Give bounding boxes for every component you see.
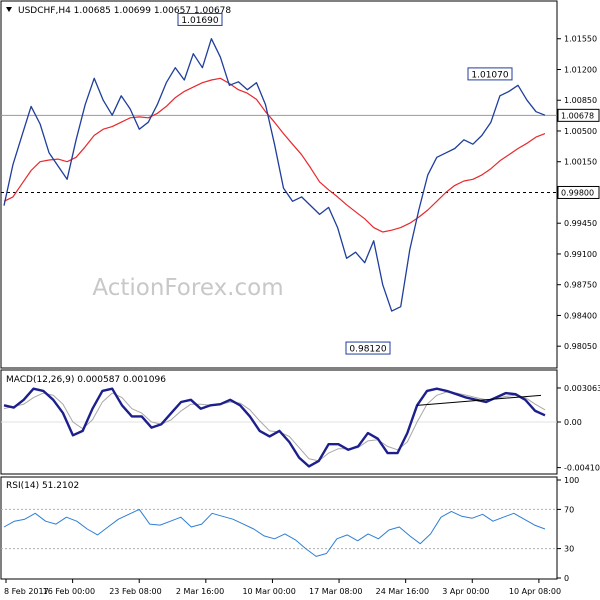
price-callout-text: 0.98120	[349, 345, 386, 355]
macd-yticks: 0.003063 0.00 -0.004104	[557, 384, 600, 473]
x-tick-label: 17 Mar 08:00	[309, 587, 362, 596]
price-ytick-label: 1.00850	[564, 96, 597, 105]
macd-ytick-label: 0.00	[564, 418, 582, 427]
price-ytick-label: 1.01200	[564, 65, 597, 74]
price-line	[3, 38, 546, 312]
x-tick-label: 8 Feb 2017	[4, 587, 49, 596]
price-ytick-label: 0.99450	[564, 219, 597, 228]
price-ytick-label: 1.00150	[564, 158, 597, 167]
macd-ytick-label: 0.003063	[564, 384, 600, 393]
price-callout-text: 1.01070	[471, 70, 508, 80]
rsi-levels	[1, 508, 557, 550]
moving-average-line	[3, 77, 546, 233]
macd-line	[3, 387, 546, 468]
price-callouts: 1.01690 1.01070 0.98120	[177, 12, 513, 355]
price-right-labels: 1.00678 0.99800	[557, 108, 600, 199]
rsi-yticks: 100 70 30 0	[557, 476, 579, 583]
rsi-ytick-label: 0	[564, 574, 569, 583]
macd-ytick-label: -0.004104	[564, 464, 600, 473]
price-callout-box	[345, 341, 391, 355]
rsi-line	[3, 508, 546, 557]
current-price-label-box	[557, 108, 600, 122]
price-panel-title: USDCHF,H4 1.00685 1.00699 1.00657 1.0067…	[18, 6, 231, 16]
rsi-panel-title: RSI(14) 51.2102	[6, 481, 79, 491]
x-tick-label: 3 Apr 00:00	[442, 587, 489, 596]
price-callout-box	[177, 12, 223, 26]
rsi-ytick-label: 100	[564, 476, 579, 485]
price-ytick-label: 0.99100	[564, 250, 597, 259]
macd-divergence-trendline	[417, 394, 542, 406]
price-yticks: 1.01550 1.01200 1.00850 1.00500 1.00150 0.994…	[557, 35, 597, 351]
price-ytick-label: 1.01550	[564, 35, 597, 44]
price-ytick-label: 0.98750	[564, 281, 597, 290]
x-tick-label: 10 Apr 08:00	[509, 587, 561, 596]
rsi-series	[3, 508, 546, 557]
x-tick-label: 2 Mar 16:00	[176, 587, 224, 596]
x-tick-label: 16 Feb 00:00	[43, 587, 95, 596]
rsi-ytick-label: 30	[564, 545, 574, 554]
watermark: ActionForex.com	[92, 275, 283, 301]
current-price-label: 1.00678	[561, 111, 594, 120]
price-series	[3, 38, 546, 312]
x-tick-label: 23 Feb 08:00	[109, 587, 161, 596]
dropdown-icon	[6, 7, 12, 12]
price-ytick-label: 0.98400	[564, 311, 597, 320]
macd-panel-title: MACD(12,26,9) 0.000587 0.001096	[6, 375, 166, 385]
rsi-ytick-label: 70	[564, 505, 574, 514]
price-ytick-label: 0.98050	[564, 342, 597, 351]
price-callout-box	[467, 67, 513, 81]
macd-series	[1, 387, 557, 468]
price-ytick-label: 1.00500	[564, 127, 597, 136]
x-tick-label: 10 Mar 00:00	[242, 587, 295, 596]
price-callout-text: 1.01690	[181, 16, 218, 26]
support-level-label: 0.99800	[561, 188, 594, 197]
x-tick-label: 24 Mar 16:00	[376, 587, 429, 596]
support-level-label-box	[557, 185, 600, 199]
price-panel-frame	[0, 0, 558, 369]
price-horizontal-lines	[1, 114, 557, 193]
rsi-panel-frame	[0, 476, 558, 580]
